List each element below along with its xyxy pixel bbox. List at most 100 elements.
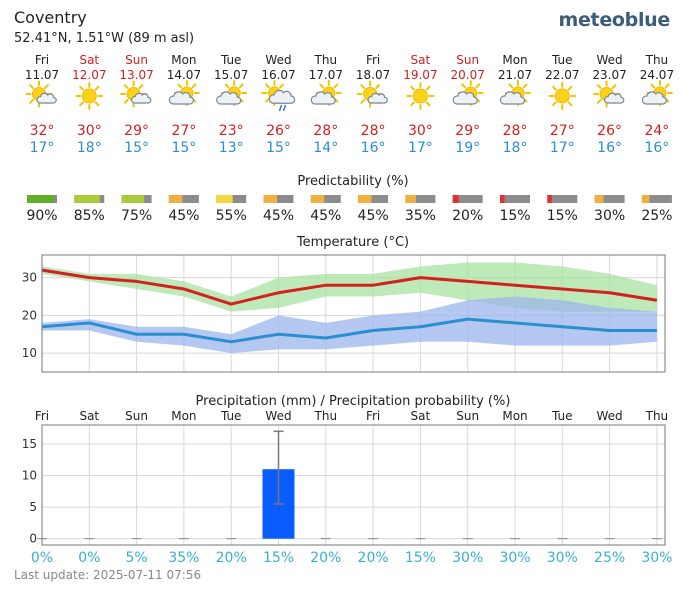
day-name: Tue xyxy=(220,53,242,67)
temp-min: 15° xyxy=(124,140,149,156)
temp-max: 28° xyxy=(361,123,386,139)
predictability-cell: 75% xyxy=(121,195,152,224)
temperature-frame xyxy=(41,254,666,373)
sun-ray xyxy=(360,99,366,104)
sun-ray xyxy=(94,85,100,91)
sun-icon xyxy=(75,82,104,110)
x-tick-label: Fri xyxy=(35,409,49,423)
x-tick-label: Tue xyxy=(220,409,242,423)
sun-ray xyxy=(29,99,34,104)
sun-ray xyxy=(224,83,230,89)
tmax-line xyxy=(41,268,658,306)
predictability-value: 45% xyxy=(310,208,341,224)
sun-ray xyxy=(552,85,557,91)
sun-ray xyxy=(552,101,557,107)
cloud-shape xyxy=(367,92,388,104)
day-date: 11.07 xyxy=(25,68,59,82)
cloud-shape xyxy=(603,92,625,104)
sun-ray xyxy=(79,101,84,107)
day-date: 13.07 xyxy=(119,68,153,82)
predictability-bar-bg xyxy=(500,195,530,203)
y-tick-label: 10 xyxy=(22,346,37,360)
sun-ray xyxy=(44,84,49,89)
precipitation-probability: 5% xyxy=(125,550,147,566)
day-name: Fri xyxy=(35,53,49,67)
last-update: Last update: 2025-07-11 07:56 xyxy=(14,568,202,582)
predictability-bar-bg xyxy=(168,195,199,203)
predictability-bar-bg xyxy=(358,195,389,203)
sun-ray xyxy=(410,101,416,107)
sun-ray xyxy=(238,83,244,89)
temperature-title: Temperature (°C) xyxy=(296,235,409,250)
predictability-bar xyxy=(74,195,100,203)
day-name: Sun xyxy=(456,53,479,67)
predictability-value: 45% xyxy=(358,208,389,224)
predictability-bar xyxy=(263,195,277,203)
cloud-shape xyxy=(130,92,152,104)
temp-max: 32° xyxy=(30,123,55,139)
temp-max: 26° xyxy=(597,123,622,139)
precipitation-probability: 0% xyxy=(31,550,53,566)
sun-ray xyxy=(425,101,431,107)
day-date: 20.07 xyxy=(451,68,485,82)
temp-max: 24° xyxy=(644,123,669,139)
predictability-bar xyxy=(594,195,604,203)
sun-ray xyxy=(596,99,602,104)
precipitation-probability: 35% xyxy=(168,550,199,566)
cloud-shape xyxy=(216,91,242,105)
precipitation-frame xyxy=(41,424,666,546)
precipitation-probability: 0% xyxy=(78,550,100,566)
precipitation-probability: 20% xyxy=(358,550,389,566)
day-name: Wed xyxy=(265,53,291,67)
predictability-value: 30% xyxy=(594,208,625,224)
sun-cloud-icon xyxy=(25,80,57,108)
cloud-shape xyxy=(268,89,296,104)
temp-min: 19° xyxy=(455,140,480,156)
predictability-cell: 15% xyxy=(499,195,531,224)
x-tick-label: Thu xyxy=(645,409,669,423)
day-columns: Fri11.0732°17°Sat12.0730°18°Sun13.0729°1… xyxy=(25,53,674,156)
sun-icon xyxy=(548,82,577,110)
x-tick-label: Sat xyxy=(79,409,99,423)
x-tick-label: Mon xyxy=(502,409,527,423)
cloud-shape xyxy=(641,91,667,105)
day-date: 24.07 xyxy=(640,68,674,82)
day-name: Sat xyxy=(79,53,99,67)
day-name: Mon xyxy=(502,53,527,67)
sun-disc xyxy=(554,88,570,104)
temp-min: 17° xyxy=(550,140,575,156)
temp-max: 26° xyxy=(266,123,291,139)
predictability-bar-bg xyxy=(405,195,436,203)
brand-logo[interactable]: meteoblue xyxy=(558,9,670,31)
cloud-shape xyxy=(452,91,478,105)
predictability-bar-bg xyxy=(310,195,341,203)
day-date: 21.07 xyxy=(498,68,532,82)
predictability-row: Predictability (%) 90% 85% 75% 45% 55% 45% 45% 4… xyxy=(26,174,672,224)
predictability-cell: 45% xyxy=(358,195,389,224)
sun-ray xyxy=(410,85,416,91)
sun-ray xyxy=(508,83,514,89)
predictability-bar xyxy=(216,195,233,203)
sun-ray xyxy=(475,83,481,89)
predictability-bar-bg xyxy=(594,195,625,203)
cloud-sun-icon xyxy=(216,80,248,106)
day-name: Sat xyxy=(411,53,431,67)
temp-min: 17° xyxy=(408,140,433,156)
cloud-shape xyxy=(36,92,57,104)
x-tick-label: Thu xyxy=(314,409,338,423)
temp-max: 27° xyxy=(171,123,196,139)
predictability-cell: 30% xyxy=(594,195,625,224)
predictability-cell: 25% xyxy=(641,195,672,224)
predictability-bar xyxy=(452,195,459,203)
sun-ray xyxy=(279,83,284,89)
predictability-cell: 45% xyxy=(168,195,199,224)
y-tick-label: 20 xyxy=(22,308,37,322)
day-name: Thu xyxy=(645,53,669,67)
predictability-bar xyxy=(547,195,552,203)
